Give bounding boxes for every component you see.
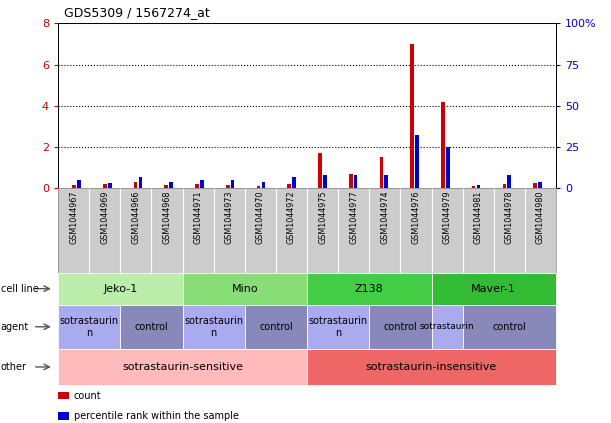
Text: Mino: Mino [232, 284, 258, 294]
Bar [502, 184, 506, 188]
Bar [72, 185, 76, 188]
Bar [292, 177, 296, 188]
Text: GSM1044966: GSM1044966 [131, 191, 141, 244]
Bar [477, 185, 480, 188]
Text: GSM1044981: GSM1044981 [474, 191, 483, 244]
Bar [108, 183, 112, 188]
Text: control: control [134, 322, 168, 332]
Text: Maver-1: Maver-1 [471, 284, 516, 294]
Bar [411, 44, 414, 188]
Text: GSM1044978: GSM1044978 [505, 191, 514, 244]
Bar [200, 180, 203, 188]
Bar [415, 135, 419, 188]
Text: GSM1044971: GSM1044971 [194, 191, 203, 244]
Text: other: other [1, 362, 27, 372]
Text: GSM1044979: GSM1044979 [442, 191, 452, 244]
Bar [164, 185, 168, 188]
Text: sotrastaurin
n: sotrastaurin n [309, 316, 368, 338]
Bar [472, 186, 475, 188]
Bar [446, 147, 450, 188]
Bar [441, 102, 445, 188]
Bar [195, 184, 199, 188]
Text: GSM1044968: GSM1044968 [163, 191, 172, 244]
Text: percentile rank within the sample: percentile rank within the sample [74, 411, 239, 421]
Bar [257, 186, 260, 188]
Text: GSM1044975: GSM1044975 [318, 191, 327, 244]
Text: sotrastaurin
n: sotrastaurin n [60, 316, 119, 338]
Text: control: control [259, 322, 293, 332]
Bar [354, 175, 357, 188]
Text: control: control [384, 322, 417, 332]
Text: GSM1044967: GSM1044967 [69, 191, 78, 244]
Text: GSM1044969: GSM1044969 [100, 191, 109, 244]
Text: GDS5309 / 1567274_at: GDS5309 / 1567274_at [64, 6, 210, 19]
Text: GSM1044973: GSM1044973 [225, 191, 234, 244]
Bar [231, 180, 235, 188]
Bar [139, 177, 142, 188]
Text: GSM1044970: GSM1044970 [256, 191, 265, 244]
Text: Jeko-1: Jeko-1 [103, 284, 137, 294]
Text: GSM1044976: GSM1044976 [411, 191, 420, 244]
Text: count: count [74, 390, 101, 401]
Text: cell line: cell line [1, 284, 38, 294]
Text: agent: agent [1, 322, 29, 332]
Text: sotrastaurin: sotrastaurin [420, 322, 474, 331]
Bar [226, 185, 230, 188]
Text: Z138: Z138 [355, 284, 384, 294]
Bar [379, 157, 383, 188]
Text: GSM1044977: GSM1044977 [349, 191, 358, 244]
Text: control: control [492, 322, 526, 332]
Bar [533, 183, 537, 188]
Text: GSM1044972: GSM1044972 [287, 191, 296, 244]
Bar [103, 184, 106, 188]
Bar [384, 175, 388, 188]
Text: sotrastaurin
n: sotrastaurin n [184, 316, 243, 338]
Bar [508, 175, 511, 188]
Bar [349, 174, 353, 188]
Bar [323, 175, 327, 188]
Bar [538, 181, 542, 188]
Bar [318, 153, 322, 188]
Text: sotrastaurin-sensitive: sotrastaurin-sensitive [122, 362, 243, 372]
Bar [169, 181, 173, 188]
Bar [262, 181, 265, 188]
Text: GSM1044980: GSM1044980 [536, 191, 545, 244]
Bar [77, 180, 81, 188]
Text: GSM1044974: GSM1044974 [380, 191, 389, 244]
Bar [287, 184, 291, 188]
Text: sotrastaurin-insensitive: sotrastaurin-insensitive [366, 362, 497, 372]
Bar [134, 182, 137, 188]
